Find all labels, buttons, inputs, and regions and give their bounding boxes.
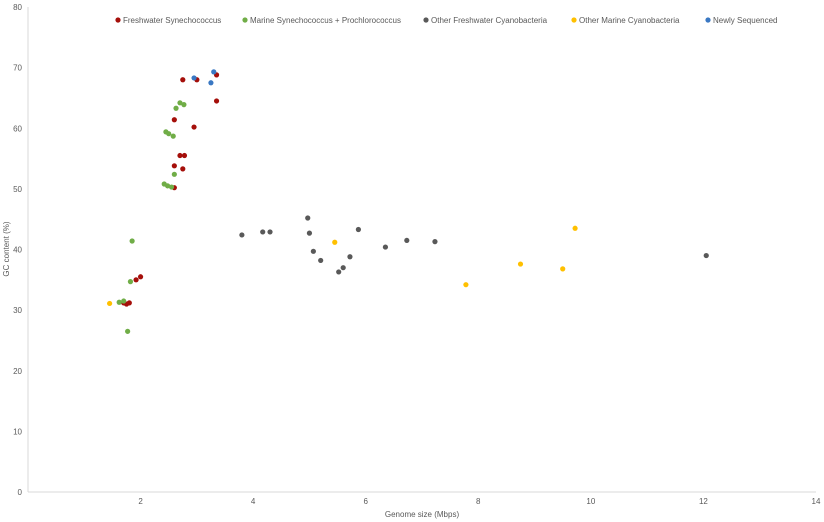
data-point <box>310 248 316 254</box>
x-tick-label: 6 <box>363 497 368 506</box>
y-tick-label: 70 <box>13 64 22 73</box>
data-point <box>517 261 524 267</box>
data-point <box>121 298 127 304</box>
data-point <box>267 229 273 235</box>
data-point <box>177 100 183 106</box>
series-group <box>191 69 217 86</box>
data-point <box>129 238 135 244</box>
data-point <box>208 80 214 86</box>
data-point <box>191 124 197 130</box>
legend-marker <box>705 17 711 23</box>
data-point <box>703 252 709 259</box>
legend-label: Other Freshwater Cyanobacteria <box>431 16 548 25</box>
y-tick-label: 30 <box>13 306 22 315</box>
data-point <box>404 237 410 244</box>
data-point <box>181 102 187 108</box>
data-point <box>127 279 134 285</box>
legend-label: Newly Sequenced <box>713 16 777 25</box>
data-point <box>191 75 197 81</box>
data-point <box>173 105 179 111</box>
data-point <box>126 300 132 306</box>
data-point <box>463 282 469 288</box>
data-point <box>305 215 311 221</box>
data-point <box>340 265 346 271</box>
data-point <box>332 239 338 245</box>
data-point <box>177 152 183 159</box>
data-point <box>170 133 176 139</box>
data-point <box>355 226 361 233</box>
data-point <box>166 131 172 137</box>
y-tick-label: 80 <box>13 3 22 12</box>
legend-label: Marine Synechococcus + Prochlorococcus <box>250 16 401 25</box>
data-point <box>180 77 186 83</box>
data-point <box>336 269 342 275</box>
data-point <box>133 277 139 283</box>
legend-label: Freshwater Synechococcus <box>123 16 221 25</box>
series-group <box>121 72 220 307</box>
y-tick-label: 20 <box>13 367 22 376</box>
data-point <box>306 230 313 236</box>
data-points <box>107 69 709 334</box>
x-tick-label: 4 <box>251 497 256 506</box>
x-axis-title: Genome size (Mbps) <box>385 510 460 519</box>
data-point <box>137 274 144 280</box>
series-group <box>239 215 709 275</box>
series-group <box>116 100 187 334</box>
x-tick-label: 8 <box>476 497 481 506</box>
data-point <box>171 163 177 169</box>
x-tick-label: 12 <box>699 497 708 506</box>
data-point <box>171 117 177 123</box>
data-point <box>125 328 131 334</box>
data-point <box>318 257 324 264</box>
data-point <box>171 171 177 177</box>
data-point <box>572 225 578 231</box>
data-point <box>211 69 217 75</box>
x-tick-labels: 2 4 6 8 10 12 14 <box>138 497 821 506</box>
legend-label: Other Marine Cyanobacteria <box>579 16 680 25</box>
legend-marker <box>571 17 577 23</box>
data-point <box>213 98 220 104</box>
axes <box>27 7 816 493</box>
legend-marker <box>423 17 429 23</box>
legend-marker <box>115 17 121 23</box>
y-axis-title: GC content (%) <box>2 221 11 276</box>
data-point <box>260 229 266 235</box>
x-tick-label: 2 <box>138 497 143 506</box>
y-tick-label: 50 <box>13 185 22 194</box>
data-point <box>116 299 122 305</box>
data-point <box>107 300 113 307</box>
data-point <box>432 239 438 245</box>
y-tick-label: 40 <box>13 246 22 255</box>
data-point <box>347 254 353 260</box>
data-point <box>382 244 389 250</box>
data-point <box>168 184 175 190</box>
data-point <box>560 266 566 272</box>
data-point <box>164 183 171 189</box>
data-point <box>239 232 245 238</box>
y-tick-labels: 0 10 20 30 40 50 60 70 80 <box>13 3 22 497</box>
series-group <box>107 225 578 307</box>
legend: Freshwater Synechococcus Marine Synechoco… <box>115 16 777 25</box>
legend-marker <box>242 17 248 23</box>
x-tick-label: 10 <box>586 497 595 506</box>
x-tick-label: 14 <box>812 497 821 506</box>
y-tick-label: 10 <box>13 427 22 436</box>
y-tick-label: 60 <box>13 124 22 133</box>
data-point <box>180 166 186 172</box>
y-tick-label: 0 <box>18 488 23 497</box>
data-point <box>181 152 188 159</box>
